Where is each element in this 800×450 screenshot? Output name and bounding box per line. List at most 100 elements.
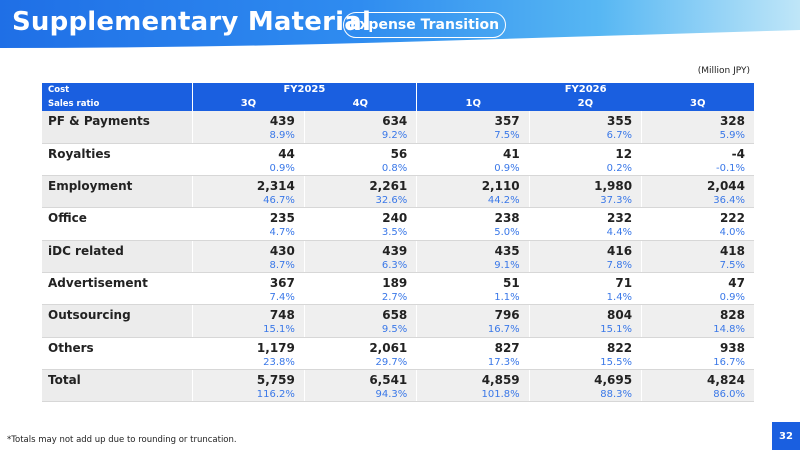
table-header-fy-row: Cost FY2025 FY2026 xyxy=(42,83,754,97)
sales-ratio-value: 6.3% xyxy=(381,259,408,271)
cost-value: 658 xyxy=(382,308,408,323)
section-tag: Expense Transition xyxy=(343,12,506,38)
value-cell: 232 4.4% xyxy=(528,207,642,241)
value-cell: 439 8.9% xyxy=(191,111,305,144)
sales-ratio-value: 0.9% xyxy=(269,162,295,174)
sales-ratio-value: 32.6% xyxy=(375,195,408,207)
cost-value: 439 xyxy=(269,114,295,128)
cost-value: 355 xyxy=(607,114,633,128)
cost-value: 238 xyxy=(494,211,520,226)
sales-ratio-value: 86.0% xyxy=(713,388,745,400)
table-row: PF & Payments 439 8.9% 634 9.2% 357 7.5% 355 6.7… xyxy=(42,111,754,144)
cost-value: 2,061 xyxy=(369,340,408,355)
value-cell: 439 6.3% xyxy=(303,240,417,273)
table-row: Others 1,179 23.8% 2,061 29.7% 827 17.3% 822 15.… xyxy=(42,337,754,370)
cost-value: 804 xyxy=(607,308,633,323)
sales-ratio-value: 1.1% xyxy=(494,291,520,303)
cost-value: 4,695 xyxy=(594,372,633,387)
header-quarter: 3Q xyxy=(641,97,754,111)
value-cell: 6,541 94.3% xyxy=(303,369,417,403)
cost-value: 44 xyxy=(278,146,295,161)
cost-value: 56 xyxy=(390,146,408,161)
row-label-cell: PF & Payments xyxy=(42,111,192,144)
header-fy2025: FY2025 xyxy=(191,83,417,97)
value-cell: 4,695 88.3% xyxy=(528,369,642,403)
table-row: Advertisement 367 7.4% 189 2.7% 51 1.1% 71 1.4% 4… xyxy=(42,272,754,306)
cost-value: 418 xyxy=(719,243,745,258)
value-cell: 44 0.9% xyxy=(191,143,305,177)
cost-value: 232 xyxy=(607,211,633,226)
header-banner: Supplementary Material Expense Transitio… xyxy=(0,0,800,48)
sales-ratio-value: 5.0% xyxy=(494,227,520,239)
footnote: *Totals may not add up due to rounding o… xyxy=(7,435,237,445)
sales-ratio-value: 2.7% xyxy=(381,291,408,303)
cost-value: 796 xyxy=(494,308,520,323)
cost-value: 416 xyxy=(607,243,633,258)
cost-value: 634 xyxy=(382,114,408,128)
cost-value: 51 xyxy=(502,275,520,290)
sales-ratio-value: 4.7% xyxy=(269,227,295,239)
cost-value: 1,179 xyxy=(256,340,295,355)
row-label: Outsourcing xyxy=(48,308,131,323)
row-label: iDC related xyxy=(48,243,124,258)
header-quarter: 4Q xyxy=(304,97,417,111)
value-cell: 418 7.5% xyxy=(641,240,754,273)
sales-ratio-value: 1.4% xyxy=(606,291,633,303)
value-cell: 828 14.8% xyxy=(641,304,754,338)
sales-ratio-value: 15.5% xyxy=(600,356,633,368)
cost-value: 357 xyxy=(494,114,520,128)
row-label-cell: Others xyxy=(42,337,192,370)
cost-value: -4 xyxy=(731,146,745,161)
sales-ratio-value: 7.5% xyxy=(719,259,745,271)
cost-value: 748 xyxy=(269,308,295,323)
sales-ratio-value: 4.4% xyxy=(606,227,633,239)
value-cell: 355 6.7% xyxy=(528,111,642,144)
cost-value: 12 xyxy=(615,146,633,161)
sales-ratio-value: 8.9% xyxy=(269,130,295,141)
sales-ratio-value: 37.3% xyxy=(600,195,633,207)
sales-ratio-value: 7.4% xyxy=(269,291,295,303)
sales-ratio-value: 23.8% xyxy=(263,356,295,368)
page-number: 32 xyxy=(772,422,800,450)
value-cell: 804 15.1% xyxy=(528,304,642,338)
row-label: Royalties xyxy=(48,146,111,161)
table-row: Office 235 4.7% 240 3.5% 238 5.0% 232 4.4% 222 4.0… xyxy=(42,207,754,241)
value-cell: 658 9.5% xyxy=(303,304,417,338)
cost-value: 2,044 xyxy=(707,179,745,194)
row-label-cell: Royalties xyxy=(42,143,192,177)
cost-value: 938 xyxy=(719,340,745,355)
row-label: Total xyxy=(48,372,81,387)
sales-ratio-value: 0.9% xyxy=(719,291,745,303)
sales-ratio-value: 46.7% xyxy=(263,195,295,207)
sales-ratio-value: 8.7% xyxy=(269,259,295,271)
cost-value: 435 xyxy=(494,243,520,258)
header-cost-label: Cost xyxy=(42,83,192,97)
cost-value: 367 xyxy=(269,275,295,290)
value-cell: 2,061 29.7% xyxy=(303,337,417,370)
cost-value: 827 xyxy=(494,340,520,355)
sales-ratio-value: 36.4% xyxy=(713,195,745,207)
value-cell: 240 3.5% xyxy=(303,207,417,241)
value-cell: 189 2.7% xyxy=(303,272,417,306)
cost-value: 189 xyxy=(382,275,408,290)
value-cell: 416 7.8% xyxy=(528,240,642,273)
row-label: PF & Payments xyxy=(48,114,150,128)
sales-ratio-value: 88.3% xyxy=(600,388,633,400)
header-ratio-label: Sales ratio xyxy=(42,97,192,111)
sales-ratio-value: 9.1% xyxy=(494,259,520,271)
value-cell: 1,179 23.8% xyxy=(191,337,305,370)
cost-value: 222 xyxy=(719,211,745,226)
row-label-cell: Office xyxy=(42,207,192,241)
cost-value: 6,541 xyxy=(369,372,408,387)
header-fy2026: FY2026 xyxy=(416,83,754,97)
value-cell: 430 8.7% xyxy=(191,240,305,273)
table-body: PF & Payments 439 8.9% 634 9.2% 357 7.5% 355 6.7… xyxy=(42,111,754,403)
table-row: Royalties 44 0.9% 56 0.8% 41 0.9% 12 0.2% -4 -0.1% xyxy=(42,143,754,177)
sales-ratio-value: 0.9% xyxy=(494,162,520,174)
sales-ratio-value: 16.7% xyxy=(713,356,745,368)
cost-value: 47 xyxy=(728,275,745,290)
expense-table: Cost FY2025 FY2026 Sales ratio 3Q 4Q 1Q … xyxy=(42,83,754,403)
cost-value: 5,759 xyxy=(256,372,295,387)
cost-value: 235 xyxy=(269,211,295,226)
sales-ratio-value: 3.5% xyxy=(381,227,408,239)
